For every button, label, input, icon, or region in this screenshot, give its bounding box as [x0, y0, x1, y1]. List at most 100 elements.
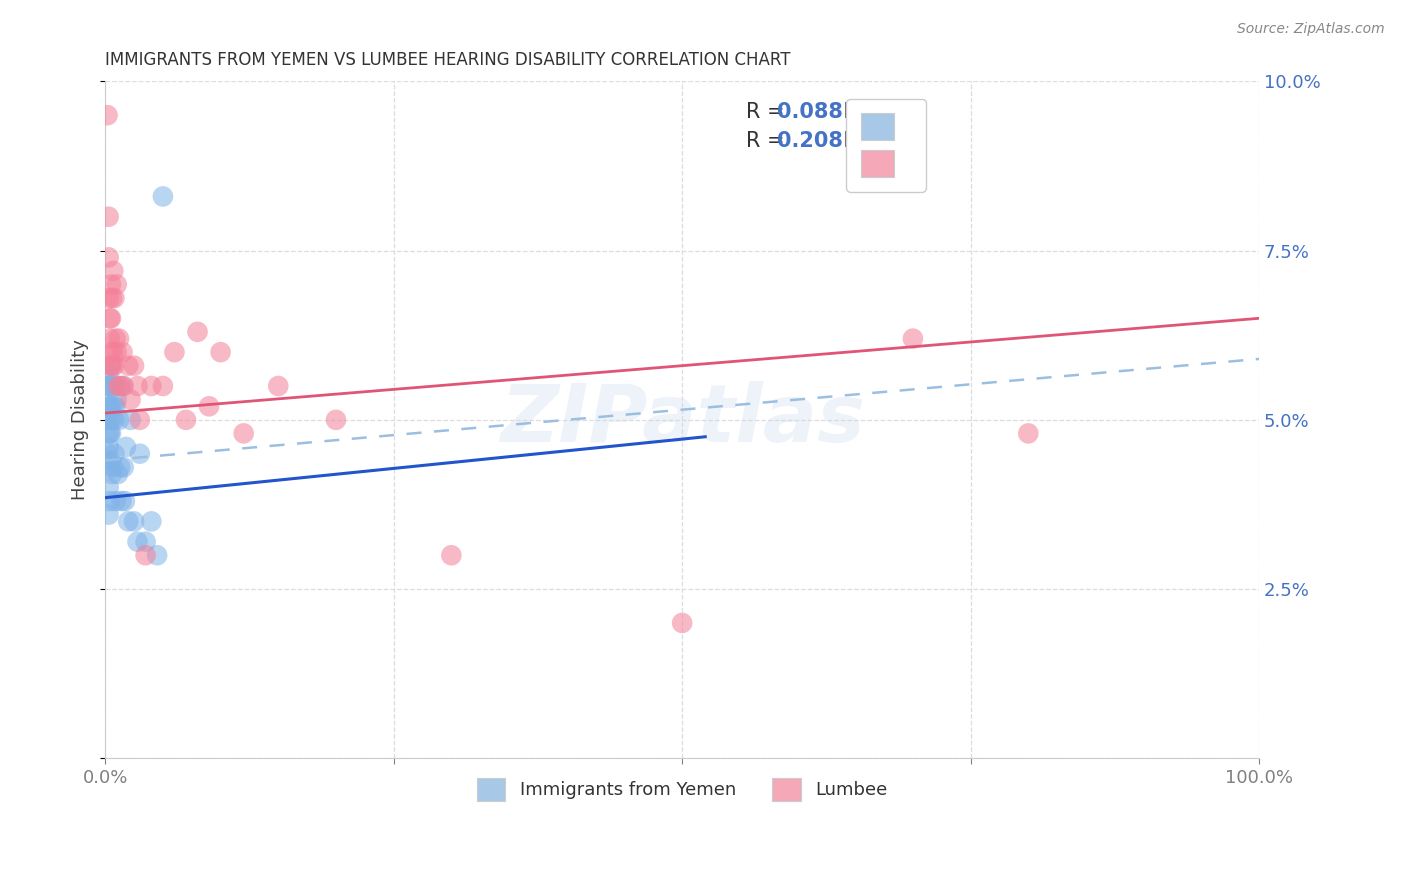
Point	[440, 548, 463, 562]
Point	[103, 399, 125, 413]
Point	[141, 515, 163, 529]
Point	[103, 413, 125, 427]
Point	[100, 277, 122, 292]
Text: R =: R =	[745, 131, 790, 151]
Point	[98, 426, 121, 441]
Text: 0.088: 0.088	[776, 102, 842, 122]
Point	[97, 426, 120, 441]
Point	[267, 379, 290, 393]
Point	[105, 345, 128, 359]
Point	[128, 413, 150, 427]
Point	[98, 359, 121, 373]
Point	[97, 453, 120, 467]
Point	[127, 534, 149, 549]
Text: N =: N =	[830, 102, 890, 122]
Point	[96, 379, 118, 393]
Point	[100, 379, 122, 393]
Point	[901, 332, 924, 346]
Point	[98, 413, 121, 427]
Point	[103, 447, 125, 461]
Point	[163, 345, 186, 359]
Point	[97, 379, 120, 393]
Point	[100, 399, 122, 413]
Point	[97, 210, 120, 224]
Point	[112, 379, 135, 393]
Text: 50: 50	[863, 102, 893, 122]
Point	[101, 467, 124, 481]
Point	[107, 379, 129, 393]
Point	[104, 494, 127, 508]
Point	[108, 332, 131, 346]
Point	[141, 379, 163, 393]
Point	[103, 345, 125, 359]
Legend: Immigrants from Yemen, Lumbee: Immigrants from Yemen, Lumbee	[464, 765, 900, 814]
Point	[198, 399, 221, 413]
Point	[104, 399, 127, 413]
Text: N =: N =	[830, 131, 890, 151]
Point	[100, 359, 122, 373]
Point	[111, 379, 134, 393]
Point	[101, 359, 124, 373]
Point	[108, 379, 131, 393]
Text: ZIPatlas: ZIPatlas	[499, 381, 865, 458]
Point	[96, 413, 118, 427]
Point	[671, 615, 693, 630]
Point	[135, 548, 157, 562]
Point	[97, 440, 120, 454]
Point	[209, 345, 232, 359]
Text: 0.208: 0.208	[776, 131, 842, 151]
Text: R =: R =	[745, 102, 790, 122]
Point	[232, 426, 254, 441]
Point	[103, 379, 125, 393]
Point	[112, 460, 135, 475]
Text: Source: ZipAtlas.com: Source: ZipAtlas.com	[1237, 22, 1385, 37]
Point	[117, 359, 139, 373]
Point	[105, 277, 128, 292]
Point	[98, 311, 121, 326]
Point	[122, 515, 145, 529]
Point	[97, 399, 120, 413]
Point	[117, 515, 139, 529]
Point	[186, 325, 208, 339]
Point	[120, 413, 142, 427]
Point	[98, 332, 121, 346]
Point	[107, 467, 129, 481]
Text: IMMIGRANTS FROM YEMEN VS LUMBEE HEARING DISABILITY CORRELATION CHART: IMMIGRANTS FROM YEMEN VS LUMBEE HEARING …	[105, 51, 790, 69]
Point	[98, 460, 121, 475]
Point	[100, 311, 122, 326]
Point	[146, 548, 169, 562]
Point	[103, 291, 125, 305]
Point	[127, 379, 149, 393]
Point	[152, 189, 174, 203]
Point	[96, 108, 118, 122]
Point	[101, 291, 124, 305]
Point	[100, 345, 122, 359]
Y-axis label: Hearing Disability: Hearing Disability	[72, 339, 89, 500]
Point	[97, 413, 120, 427]
Point	[174, 413, 197, 427]
Point	[103, 460, 125, 475]
Point	[105, 392, 128, 407]
Point	[97, 366, 120, 380]
Point	[111, 345, 134, 359]
Point	[98, 494, 121, 508]
Point	[120, 392, 142, 407]
Point	[103, 264, 125, 278]
Point	[98, 399, 121, 413]
Point	[96, 447, 118, 461]
Point	[97, 481, 120, 495]
Point	[100, 426, 122, 441]
Point	[128, 447, 150, 461]
Point	[108, 413, 131, 427]
Point	[114, 494, 136, 508]
Point	[1017, 426, 1039, 441]
Point	[122, 359, 145, 373]
Point	[152, 379, 174, 393]
Point	[103, 359, 125, 373]
Point	[135, 534, 157, 549]
Point	[104, 332, 127, 346]
Point	[100, 453, 122, 467]
Point	[115, 440, 138, 454]
Point	[325, 413, 347, 427]
Point	[97, 508, 120, 522]
